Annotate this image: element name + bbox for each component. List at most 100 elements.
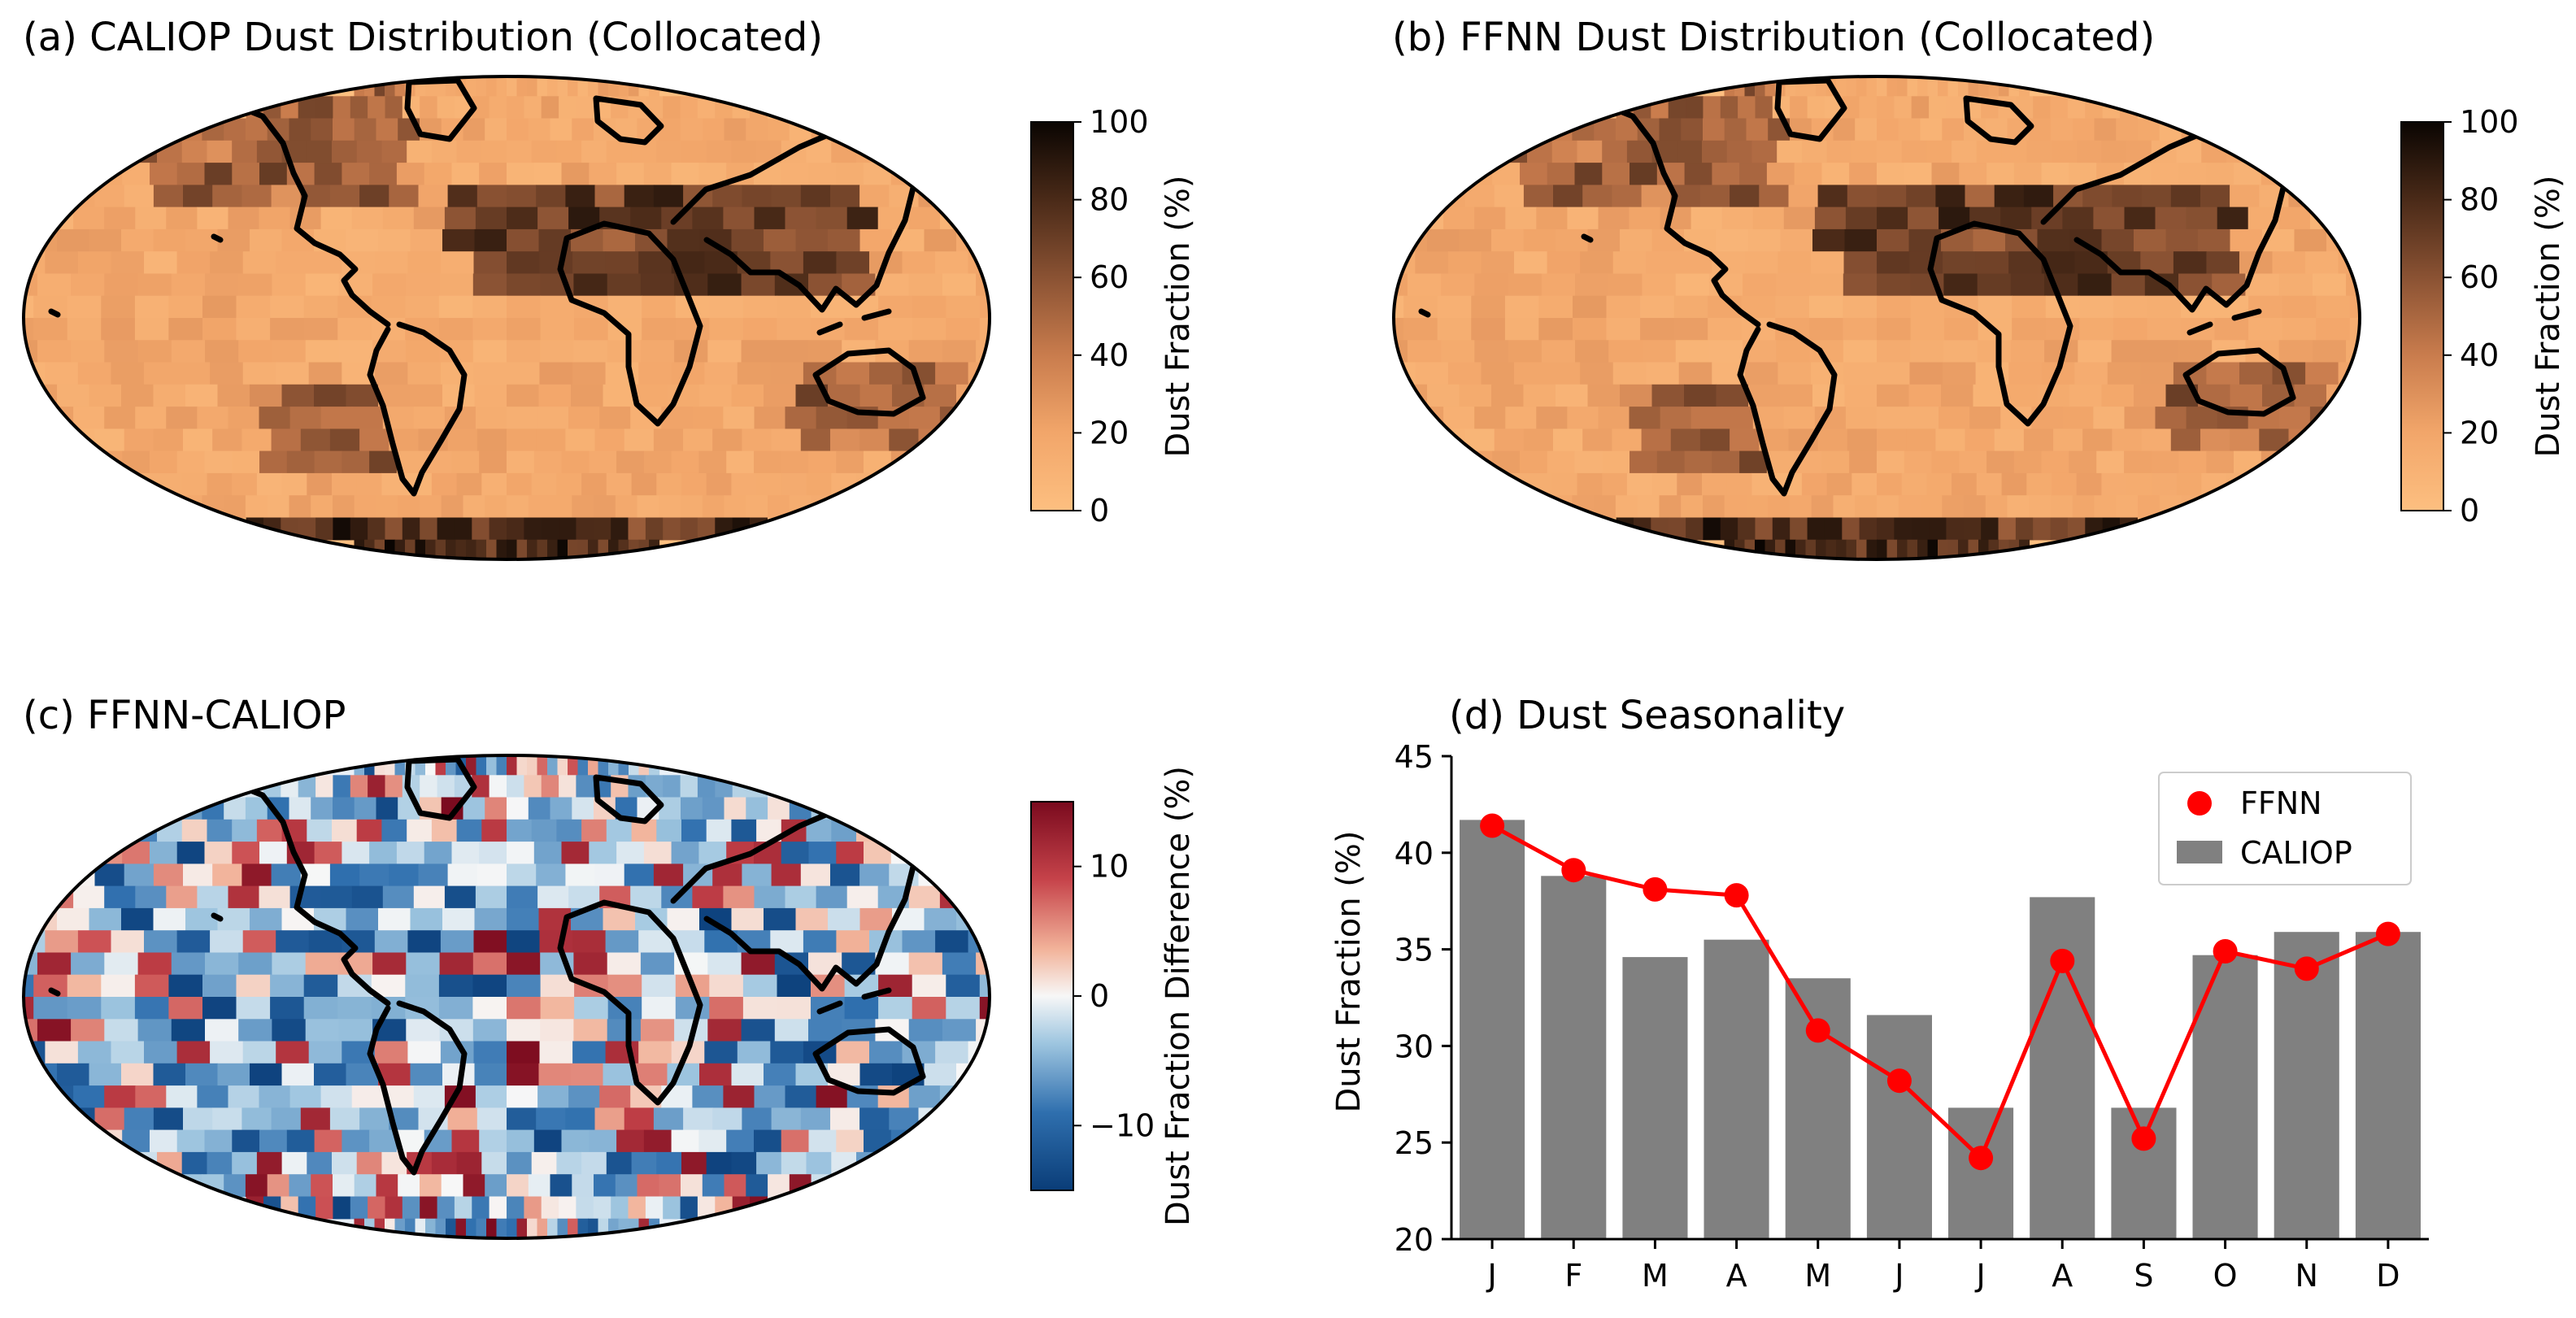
grid-cell	[550, 118, 572, 141]
grid-cell	[2093, 207, 2126, 230]
grid-cell	[1842, 96, 1860, 120]
grid-cell	[1886, 539, 1898, 559]
grid-cell	[205, 1019, 239, 1042]
grid-cell	[2116, 118, 2139, 141]
grid-cell	[153, 1063, 186, 1086]
grid-cell	[507, 1041, 541, 1064]
grid-cell	[628, 1196, 646, 1220]
grid-cell	[207, 472, 233, 496]
grid-cell	[415, 755, 426, 776]
grid-cell	[908, 1085, 941, 1108]
grid-cell	[438, 974, 474, 998]
grid-cell	[588, 755, 599, 776]
grid-cell	[643, 163, 672, 185]
grid-cell	[444, 885, 476, 909]
grid-cell	[333, 118, 355, 141]
grid-cell	[1772, 517, 1791, 541]
grid-cell	[2312, 340, 2347, 363]
grid-cell	[671, 450, 699, 474]
grid-cell	[624, 185, 655, 208]
grid-cell	[472, 974, 507, 998]
grid-cell	[1755, 517, 1773, 541]
grid-cell	[1836, 76, 1847, 97]
grid-cell	[298, 1196, 316, 1220]
grid-cell	[615, 495, 638, 519]
grid-cell	[731, 907, 764, 931]
grid-cell	[1927, 539, 1939, 559]
grid-cell	[536, 185, 566, 208]
grid-cell	[472, 295, 507, 319]
grid-cell	[606, 1151, 633, 1175]
grid-cell	[437, 1196, 455, 1220]
grid-cell	[281, 1151, 307, 1175]
grid-cell	[496, 76, 507, 97]
grid-cell	[864, 450, 892, 474]
grid-cell	[479, 1129, 507, 1153]
grid-cell	[332, 140, 358, 163]
grid-cell	[308, 362, 342, 385]
grid-cell	[2026, 472, 2052, 496]
grid-cell	[1795, 76, 1807, 97]
grid-cell	[533, 163, 563, 185]
grid-cell	[356, 472, 382, 496]
grid-cell	[611, 517, 629, 541]
grid-cell	[1690, 407, 1723, 429]
grid-cell	[607, 295, 642, 319]
grid-cell	[946, 974, 981, 998]
grid-cell	[176, 450, 206, 474]
grid-cell	[979, 974, 990, 998]
grid-cell	[396, 842, 425, 864]
grid-cell	[1505, 407, 1537, 429]
grid-cell	[1790, 517, 1808, 541]
colorbar-tick-label: 10	[1090, 849, 1129, 885]
grid-cell	[681, 819, 707, 842]
grid-cell	[1766, 163, 1795, 185]
grid-cell	[2198, 228, 2231, 252]
grid-cell	[359, 428, 389, 452]
grid-cell	[356, 1151, 382, 1175]
grid-cell	[541, 775, 559, 798]
grid-cell	[616, 1129, 645, 1153]
grid-cell	[828, 907, 861, 931]
grid-cell	[183, 863, 213, 887]
grid-cell	[122, 842, 150, 864]
ffnn-line	[1480, 813, 2400, 1171]
grid-cell	[166, 885, 198, 909]
grid-cell	[1612, 185, 1643, 208]
grid-cell	[124, 863, 154, 887]
grid-cell	[153, 428, 184, 452]
grid-cell	[354, 1218, 365, 1238]
grid-cell	[576, 517, 594, 541]
grid-cell	[2093, 407, 2126, 429]
grid-cell	[1852, 472, 1878, 496]
grid-cell	[1909, 362, 1943, 385]
grid-cell	[33, 997, 68, 1020]
grid-cell	[507, 207, 538, 230]
grid-cell	[1716, 228, 1749, 252]
grid-cell	[2101, 472, 2127, 496]
grid-cell	[311, 797, 333, 820]
grid-cell	[1920, 118, 1943, 141]
grid-cell	[1690, 207, 1723, 230]
grid-cell	[418, 185, 449, 208]
map-panel-a	[22, 75, 991, 561]
grid-cell	[1608, 340, 1643, 363]
x-tick-label: S	[2134, 1258, 2153, 1294]
grid-cell	[286, 450, 315, 474]
grid-cell	[210, 362, 244, 385]
grid-cell	[420, 96, 438, 120]
grid-cell	[830, 428, 860, 452]
grid-cell	[176, 1041, 211, 1064]
grid-cell	[289, 118, 311, 141]
grid-cell	[1759, 185, 1790, 208]
grid-cell	[836, 930, 870, 954]
grid-cell	[2076, 140, 2102, 163]
grid-cell	[1939, 407, 1970, 429]
grid-cell	[781, 472, 807, 496]
grid-cell	[329, 428, 360, 452]
grid-cell	[24, 295, 34, 319]
grid-cell	[1626, 140, 1653, 163]
grid-cell	[144, 362, 178, 385]
grid-cell	[800, 1107, 831, 1131]
